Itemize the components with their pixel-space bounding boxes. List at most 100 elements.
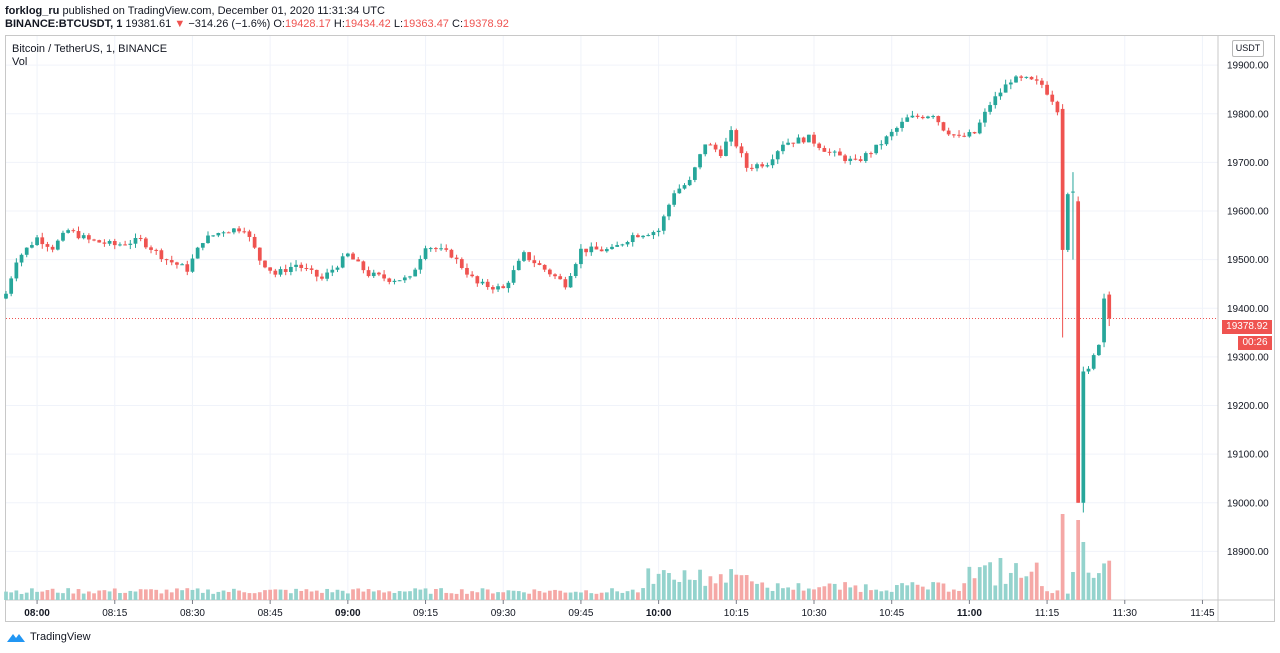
volume-bar <box>568 592 573 600</box>
candle-body <box>983 111 987 123</box>
volume-bar <box>832 583 837 600</box>
candle-body <box>739 146 744 154</box>
candle-body <box>765 165 770 167</box>
volume-bar <box>299 590 304 600</box>
candle-body <box>40 237 45 245</box>
volume-bar <box>703 585 708 600</box>
volume-bar <box>1055 590 1060 600</box>
candle-body <box>791 142 796 144</box>
volume-bar <box>931 582 935 600</box>
volume-bar <box>786 587 790 600</box>
volume-bar <box>1008 572 1013 600</box>
candle-body <box>760 164 765 167</box>
low-label: L: <box>393 18 404 30</box>
candle-body <box>1065 194 1070 250</box>
volume-bar <box>382 592 386 600</box>
candle-body <box>889 131 894 137</box>
candle-body <box>749 167 754 169</box>
candle-body <box>853 158 858 160</box>
volume-bar <box>252 593 257 600</box>
candle-body <box>708 144 713 146</box>
volume-bar <box>1091 577 1096 600</box>
candle-body <box>636 235 640 238</box>
volume-bar <box>729 569 733 600</box>
candle-body <box>45 244 50 247</box>
volume-bar <box>511 590 516 600</box>
volume-bar <box>55 592 60 600</box>
candle-body <box>252 236 257 248</box>
candle-body <box>491 287 495 290</box>
candle-body <box>698 154 702 168</box>
candle-body <box>879 144 884 146</box>
candle-body <box>289 266 293 272</box>
candle-body <box>268 267 273 271</box>
volume-bar <box>584 590 588 600</box>
volume-bar <box>993 585 998 600</box>
volume-bar <box>579 592 583 600</box>
volume-bar <box>744 575 749 600</box>
candle-body <box>330 269 335 273</box>
volume-bar <box>765 587 770 600</box>
volume-bar <box>869 590 873 600</box>
volume-bar <box>71 593 76 600</box>
candle-body <box>92 239 96 241</box>
candle-body <box>527 252 531 261</box>
volume-bar <box>112 588 117 600</box>
candle-body <box>920 116 925 119</box>
candle-body <box>118 244 122 246</box>
volume-bar <box>522 592 526 600</box>
volume-bar <box>1040 586 1044 600</box>
volume-bar <box>698 569 702 600</box>
candle-body <box>465 267 469 275</box>
volume-bar <box>915 584 920 600</box>
volume-bar <box>1050 593 1055 600</box>
volume-bar <box>180 590 184 600</box>
candle-body <box>941 122 946 131</box>
candle-body <box>610 246 614 250</box>
volume-bar <box>138 589 143 600</box>
volume-bar <box>480 588 485 600</box>
volume-bar <box>107 591 112 600</box>
volume-bar <box>532 589 537 600</box>
candle-body <box>278 269 283 275</box>
volume-bar <box>1107 560 1112 600</box>
candle-body <box>190 258 195 272</box>
candle-body <box>4 293 8 299</box>
brand-name[interactable]: TradingView <box>30 631 91 643</box>
candle-body <box>926 116 930 119</box>
volume-bar <box>24 592 29 600</box>
volume-bar <box>211 593 216 600</box>
volume-bar <box>863 584 868 600</box>
candle-body <box>579 248 583 265</box>
candle-body <box>998 92 1003 97</box>
volume-bar <box>169 592 174 600</box>
candle-body <box>382 274 386 279</box>
volume-bar <box>724 582 728 600</box>
volume-bar <box>920 586 925 600</box>
volume-bar <box>734 574 739 600</box>
candle-body <box>817 143 822 148</box>
candle-body <box>97 240 102 243</box>
volume-bar <box>294 588 298 600</box>
y-tick-label: 18900.00 <box>1227 547 1269 558</box>
candle-body <box>195 247 200 259</box>
volume-bar <box>838 589 842 600</box>
volume-bar <box>242 592 247 600</box>
candle-body <box>50 246 55 250</box>
volume-bar <box>491 593 495 600</box>
y-tick-label: 19000.00 <box>1227 498 1269 509</box>
candle-body <box>895 127 899 132</box>
candle-body <box>1045 84 1049 95</box>
author-name[interactable]: forklog_ru <box>5 5 60 17</box>
candle-body <box>967 132 972 137</box>
currency-badge[interactable]: USDT <box>1232 40 1264 57</box>
candle-body <box>744 153 749 168</box>
candle-body <box>651 232 656 236</box>
candle-body <box>102 242 107 244</box>
volume-bar <box>485 589 490 600</box>
candle-body <box>71 230 76 232</box>
volume-bar <box>646 568 651 600</box>
volume-bar <box>475 592 480 600</box>
volume-bar <box>92 593 96 600</box>
